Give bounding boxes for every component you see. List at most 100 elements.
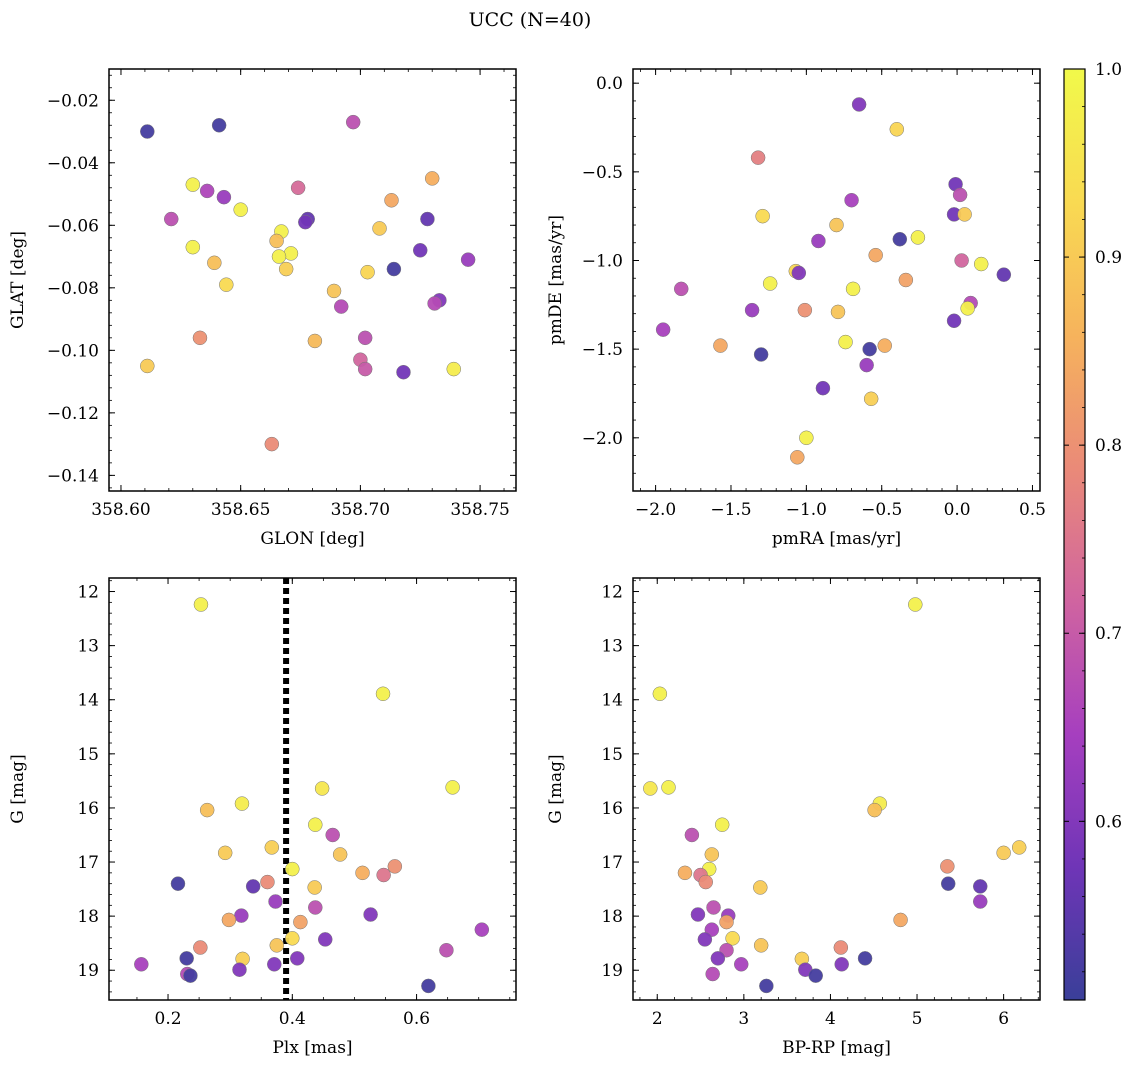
y-tick-label: 18 bbox=[601, 907, 623, 927]
scatter-point bbox=[271, 249, 287, 264]
scatter-point bbox=[199, 802, 215, 818]
scatter-point bbox=[285, 931, 300, 946]
scatter-point bbox=[314, 781, 330, 796]
scatter-point bbox=[234, 908, 249, 923]
scatter-point bbox=[317, 932, 333, 947]
scatter-point bbox=[844, 192, 859, 208]
y-tick-label: 19 bbox=[77, 961, 99, 981]
scatter-point bbox=[643, 781, 658, 796]
scatter-point bbox=[830, 304, 846, 320]
panel-galactic-position: 358.60 358.65 358.70 358.75 −0.02 −0.04 −0.06 −… bbox=[8, 68, 517, 549]
x-tick-label: −1.0 bbox=[786, 500, 827, 520]
scatter-point bbox=[759, 978, 774, 994]
scatter-point bbox=[829, 217, 844, 233]
scatter-point bbox=[833, 940, 849, 955]
scatter-point bbox=[790, 450, 805, 465]
scatter-point bbox=[996, 267, 1012, 282]
x-tick-label: 0.6 bbox=[403, 1009, 430, 1029]
y-tick-label: 15 bbox=[77, 745, 99, 765]
y-axis-label: GLAT [deg] bbox=[8, 231, 28, 329]
scatter-point bbox=[834, 957, 849, 972]
scatter-point bbox=[940, 876, 956, 891]
scatter-point bbox=[957, 207, 972, 222]
scatter-point bbox=[268, 894, 283, 909]
x-tick-label: −1.5 bbox=[710, 500, 751, 520]
x-tick-label: 5 bbox=[912, 1009, 923, 1029]
scatter-point bbox=[851, 97, 867, 112]
scatter-point bbox=[396, 364, 411, 380]
axes-frame bbox=[632, 68, 1041, 492]
x-tick-label: 2 bbox=[652, 1009, 663, 1029]
y-tick-label: 14 bbox=[601, 691, 623, 711]
scatter-point bbox=[725, 931, 740, 946]
scatter-point bbox=[183, 968, 198, 983]
y-tick-label: 17 bbox=[601, 853, 623, 873]
y-tick-label: 14 bbox=[77, 691, 99, 711]
scatter-point bbox=[199, 183, 215, 199]
scatter-point bbox=[677, 865, 693, 881]
scatter-point bbox=[219, 277, 234, 292]
scatter-point bbox=[217, 845, 233, 861]
scatter-point bbox=[427, 296, 442, 311]
y-tick-label: −0.5 bbox=[582, 163, 623, 183]
y-axis-label: G [mag] bbox=[8, 754, 28, 823]
y-tick-label: −0.08 bbox=[47, 279, 99, 299]
x-axis-label: BP-RP [mag] bbox=[782, 1038, 891, 1058]
scatter-point bbox=[750, 150, 766, 165]
scatter-point bbox=[283, 246, 299, 261]
scatter-point bbox=[285, 861, 300, 877]
scatter-point bbox=[960, 301, 975, 316]
x-tick-label: 0.5 bbox=[1019, 500, 1046, 520]
colorbar-tick-label: 0.8 bbox=[1095, 436, 1122, 456]
scatter-point bbox=[269, 233, 284, 249]
y-tick-label: 15 bbox=[601, 745, 623, 765]
scatter-point bbox=[232, 962, 247, 977]
colorbar-tick-label: 1.0 bbox=[1095, 60, 1122, 80]
scatter-point bbox=[185, 177, 201, 192]
scatter-point bbox=[859, 357, 874, 373]
scatter-point bbox=[857, 951, 873, 966]
x-tick-label: 6 bbox=[998, 1009, 1009, 1029]
x-tick-label: 0.2 bbox=[155, 1009, 182, 1029]
scatter-point bbox=[815, 380, 831, 396]
scatter-point bbox=[298, 214, 313, 230]
scatter-point bbox=[706, 900, 721, 915]
y-tick-label: −2.0 bbox=[582, 429, 623, 449]
scatter-point bbox=[290, 951, 305, 966]
scatter-point bbox=[269, 938, 285, 953]
panel-proper-motion: −2.0 −1.5 −1.0 −0.5 0.0 0.5 0.0 −0.5 −1.0 −1.5 −2.… bbox=[546, 68, 1046, 549]
x-tick-label: 4 bbox=[825, 1009, 836, 1029]
scatter-point bbox=[439, 942, 454, 958]
scatter-point bbox=[898, 272, 914, 288]
scatter-point bbox=[193, 940, 208, 955]
scatter-point bbox=[755, 208, 770, 224]
scatter-point bbox=[797, 302, 813, 318]
scatter-point bbox=[698, 874, 713, 890]
x-tick-label: 3 bbox=[738, 1009, 749, 1029]
scatter-point bbox=[360, 264, 375, 280]
scatter-point bbox=[216, 189, 232, 205]
x-tick-label: 358.75 bbox=[450, 500, 509, 520]
scatter-point bbox=[973, 256, 989, 272]
y-tick-label: 13 bbox=[77, 637, 99, 657]
scatter-point bbox=[704, 847, 720, 862]
y-tick-label: −1.0 bbox=[582, 251, 623, 271]
y-tick-label: 12 bbox=[77, 583, 99, 603]
scatter-point bbox=[278, 261, 294, 277]
scatter-point bbox=[713, 338, 728, 353]
scatter-point bbox=[799, 430, 814, 446]
scatter-point bbox=[868, 247, 883, 263]
y-tick-label: −0.02 bbox=[47, 91, 99, 111]
y-tick-label: 16 bbox=[601, 799, 623, 819]
axes-frame bbox=[108, 68, 517, 492]
scatter-point bbox=[412, 243, 428, 258]
scatter-point bbox=[192, 330, 208, 346]
scatter-point bbox=[862, 341, 877, 357]
scatter-point bbox=[845, 281, 861, 297]
scatter-point bbox=[357, 330, 373, 346]
scatter-point bbox=[863, 391, 879, 407]
scatter-point bbox=[376, 867, 391, 883]
y-tick-label: 13 bbox=[601, 637, 623, 657]
y-tick-label: 16 bbox=[77, 799, 99, 819]
scatter-point bbox=[140, 124, 155, 139]
